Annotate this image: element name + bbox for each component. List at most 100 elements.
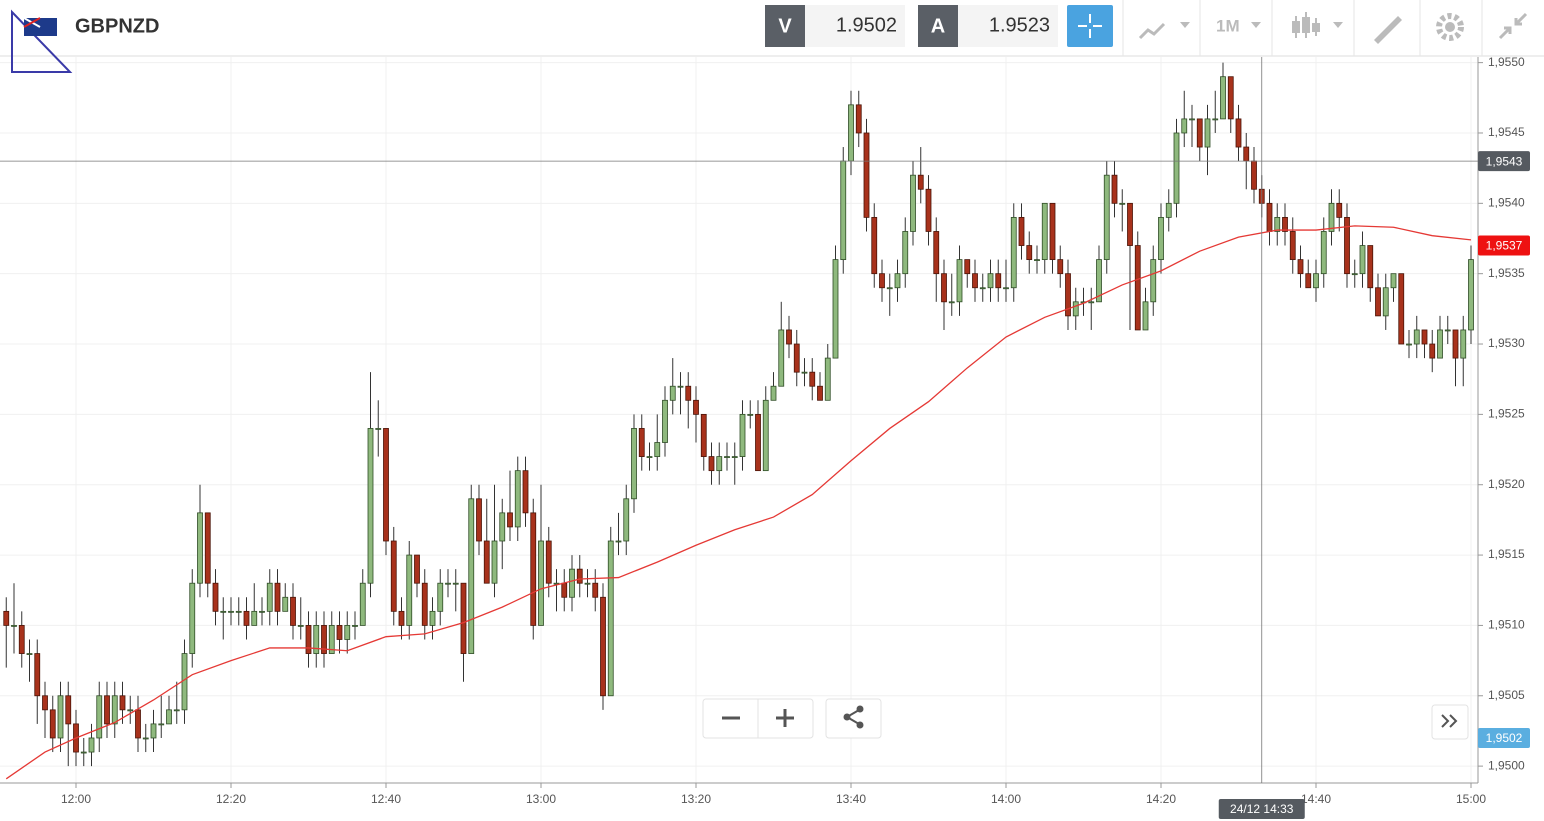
candle-body [925,188,932,232]
candle-body [65,695,72,725]
candle-body [212,582,219,612]
price-tag-label: 1,9502 [1486,731,1523,745]
candle-body [561,582,568,598]
candle-body [1049,202,1056,261]
price-tag [1478,151,1530,172]
x-tick-label: 14:20 [1146,792,1176,806]
zoom-in[interactable] [776,709,794,727]
candle-body [491,540,498,584]
flag-icon [23,17,41,28]
candle-body [3,610,10,626]
candle-body [522,470,529,514]
candle-body [1196,118,1203,148]
candle-body [1344,216,1350,275]
candle-body [569,568,575,598]
candle-body [1235,118,1242,148]
y-tick-label: 1,9510 [1488,618,1525,632]
candle-body [158,723,165,726]
candle-body [49,709,56,739]
candle-body [104,695,110,725]
price-tag [1478,235,1530,256]
candle-body [57,695,64,739]
candle-body [367,428,374,584]
candle-body [135,709,141,739]
bid-badge [765,5,805,47]
candle-body [80,751,87,754]
candle-body [1111,174,1118,204]
candle-body [406,554,413,626]
y-tick-label: 1,9525 [1488,407,1525,421]
candle-body [778,329,785,387]
candle-body [716,456,723,472]
y-tick-label: 1,9540 [1488,195,1525,209]
y-tick-label: 1,9550 [1488,55,1525,69]
scroll-right-button[interactable] [1431,704,1469,740]
candle-icon [1292,21,1300,33]
candle-body [1359,245,1366,275]
candle-body [375,428,382,430]
candle-body [1026,245,1033,261]
candle-body [894,273,901,289]
candle-body [266,582,273,612]
candle-body [220,610,227,613]
candle-body [1444,329,1451,332]
crosshair-time-box [1218,799,1305,819]
settings-icon[interactable] [1436,13,1464,41]
candle-body [96,695,103,739]
candle-body [817,385,823,401]
candle-body [530,512,537,626]
candle-body [646,456,653,458]
candle-body [383,428,389,542]
candle-body [259,610,265,613]
crosshair-button[interactable] [1067,5,1113,47]
candle-body [390,540,397,612]
scroll-right-icon [1441,714,1458,728]
draw-icon[interactable] [1374,16,1402,44]
y-tick-label: 1,9535 [1488,266,1525,280]
candle-body [747,413,754,416]
bid-box[interactable] [805,5,905,47]
candle-body [933,231,940,275]
candle-body [344,625,351,640]
candle-body [770,385,777,401]
timeframe[interactable]: 1M [1216,16,1240,35]
candle-icon [1312,23,1320,32]
candle-body [26,653,33,655]
candle-body [662,399,668,443]
candle-body [1375,287,1381,317]
candle-body [685,385,692,401]
candle-body [1282,216,1288,232]
ask-box[interactable] [958,5,1058,47]
candle-body [1034,259,1040,262]
candle-body [615,540,622,543]
collapse-icon[interactable] [1498,12,1528,40]
candle-body [1096,259,1102,303]
candle-body [607,540,614,697]
candle-body [886,287,893,290]
candle-body [336,625,343,640]
candle-body [1220,76,1226,120]
candle-body [150,723,157,739]
candle-body [1212,118,1219,121]
candle-body [42,695,48,711]
candle-body [1227,76,1234,120]
candle-body [762,399,769,472]
candle-body [855,104,862,134]
candle-body [173,709,180,712]
share-button[interactable] [825,698,882,739]
candle-body [437,582,444,612]
y-tick-label: 1,9545 [1488,125,1525,139]
x-tick-label: 13:20 [681,792,711,806]
candle-body [290,596,296,626]
candle-body [863,132,870,218]
candle-body [359,582,366,626]
candle-body [979,287,986,290]
candle-body [832,259,839,359]
price-tag-label: 1,9537 [1486,239,1523,253]
candle-body [274,582,281,612]
chart-type-icon[interactable] [1138,22,1166,40]
candle-body [1127,202,1133,246]
candle-body [1142,301,1149,331]
candle-body [127,709,134,712]
